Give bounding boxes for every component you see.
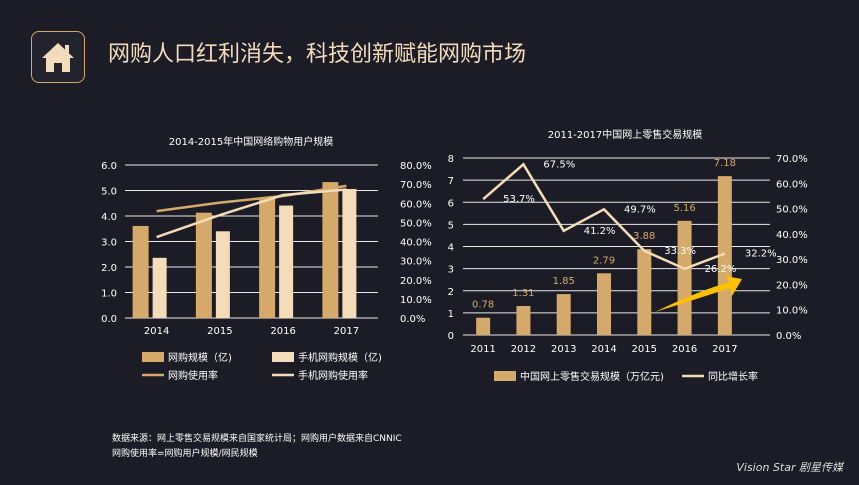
bar-retail-volume [677, 220, 692, 335]
bar-online-shopping [259, 198, 276, 318]
line-usage-rate [156, 184, 347, 213]
chart-title: 2014-2015年中国网络购物用户规模 [169, 135, 334, 148]
y2-tick-label: 10.0% [400, 295, 432, 306]
brand-logo: Vision Star 剧星传媒 [736, 461, 843, 474]
formula-line: 网购使用率=网购用户规模/网民规模 [112, 449, 258, 459]
y-tick-label: 1 [448, 309, 454, 320]
line-growth-rate [482, 162, 726, 271]
bar-data-label: 0.78 [472, 300, 494, 311]
bar-retail-volume [637, 249, 652, 335]
source-note: 数据来源：网上零售交易规模来自国家统计局；网购用户数据来自CNNIC 网购使用率… [112, 432, 402, 462]
bar-data-label: 2.79 [593, 255, 615, 266]
bar-retail-volume [597, 273, 611, 335]
y-tick-label: 1.0 [101, 289, 117, 300]
x-tick-label: 2016 [672, 344, 697, 355]
line-data-label: 53.7% [503, 194, 535, 205]
line-data-label: 49.7% [624, 204, 656, 215]
bar-data-label: 7.18 [714, 158, 736, 169]
y2-tick-label: 70.0% [400, 180, 432, 191]
y-tick-label: 0 [448, 331, 454, 342]
line-data-label: 26.2% [705, 264, 737, 275]
bar-data-label: 5.16 [673, 203, 695, 214]
bar-retail-volume [556, 294, 571, 335]
bar-retail-volume [516, 306, 531, 335]
y-tick-label: 4 [448, 243, 454, 254]
legend-label: 同比增长率 [708, 370, 758, 383]
y2-tick-label: 40.0% [776, 230, 808, 241]
legend-label: 手机网购使用率 [298, 369, 368, 382]
legend-label: 网购使用率 [168, 369, 218, 382]
legend-swatch [272, 352, 294, 362]
home-icon[interactable] [31, 31, 85, 83]
y2-tick-label: 0.0% [776, 331, 801, 342]
y2-tick-label: 80.0% [400, 161, 432, 172]
x-tick-label: 2014 [144, 326, 169, 337]
bar-mobile-shopping [152, 257, 167, 318]
bar-mobile-shopping [215, 231, 230, 318]
line-data-label: 32.2% [745, 249, 777, 260]
y2-tick-label: 60.0% [400, 199, 432, 210]
source-line: 数据来源：网上零售交易规模来自国家统计局；网购用户数据来自CNNIC [112, 434, 402, 444]
bar-online-shopping [322, 182, 339, 318]
x-tick-label: 2017 [712, 344, 737, 355]
y2-tick-label: 70.0% [776, 154, 808, 165]
y2-tick-label: 20.0% [776, 280, 808, 291]
y-tick-label: 7 [448, 176, 454, 187]
y2-tick-label: 30.0% [776, 255, 808, 266]
chart-title: 2011-2017中国网上零售交易规模 [548, 128, 703, 141]
x-tick-label: 2011 [470, 344, 495, 355]
y2-tick-label: 0.0% [400, 314, 425, 325]
x-tick-label: 2016 [270, 326, 295, 337]
bar-online-shopping [195, 212, 212, 318]
legend-swatch [494, 371, 516, 381]
y-tick-label: 3 [448, 265, 454, 276]
y2-tick-label: 40.0% [400, 238, 432, 249]
bar-retail-volume [476, 317, 491, 335]
bar-data-label: 1.31 [512, 288, 534, 299]
y2-tick-label: 20.0% [400, 276, 432, 287]
legend-label: 网购规模（亿) [168, 351, 232, 364]
y2-tick-label: 10.0% [776, 306, 808, 317]
x-tick-label: 2015 [207, 326, 232, 337]
bar-mobile-shopping [342, 188, 357, 318]
legend-swatch [142, 352, 164, 362]
y-tick-label: 5 [448, 220, 454, 231]
bar-mobile-shopping [279, 205, 294, 318]
y-tick-label: 6 [448, 198, 454, 209]
bar-data-label: 1.85 [553, 276, 575, 287]
line-data-label: 41.2% [584, 226, 616, 237]
y2-tick-label: 50.0% [776, 205, 808, 216]
y-tick-label: 0.0 [101, 314, 117, 325]
y2-tick-label: 30.0% [400, 257, 432, 268]
legend-label: 手机网购规模（亿) [298, 351, 382, 364]
x-tick-label: 2013 [551, 344, 576, 355]
x-tick-label: 2012 [511, 344, 536, 355]
legend-label: 中国网上零售交易规模（万亿元) [520, 370, 664, 383]
line-data-label: 67.5% [543, 159, 575, 170]
y2-tick-label: 60.0% [776, 179, 808, 190]
y-tick-label: 2 [448, 287, 454, 298]
x-tick-label: 2015 [632, 344, 657, 355]
page-title: 网购人口红利消失，科技创新赋能网购市场 [108, 42, 527, 67]
bar-data-label: 3.88 [633, 231, 655, 242]
y-tick-label: 4.0 [101, 212, 117, 223]
bar-retail-volume [717, 176, 732, 335]
x-tick-label: 2017 [334, 326, 359, 337]
y-tick-label: 2.0 [101, 263, 117, 274]
y-tick-label: 8 [448, 154, 454, 165]
y-tick-label: 6.0 [101, 161, 117, 172]
line-mobile-usage-rate [156, 188, 347, 239]
trend-arrow-icon [655, 276, 742, 312]
y-tick-label: 5.0 [101, 187, 117, 198]
y-tick-label: 3.0 [101, 238, 117, 249]
bar-online-shopping [132, 225, 149, 318]
y2-tick-label: 50.0% [400, 218, 432, 229]
line-data-label: 33.3% [664, 246, 696, 257]
x-tick-label: 2014 [591, 344, 616, 355]
